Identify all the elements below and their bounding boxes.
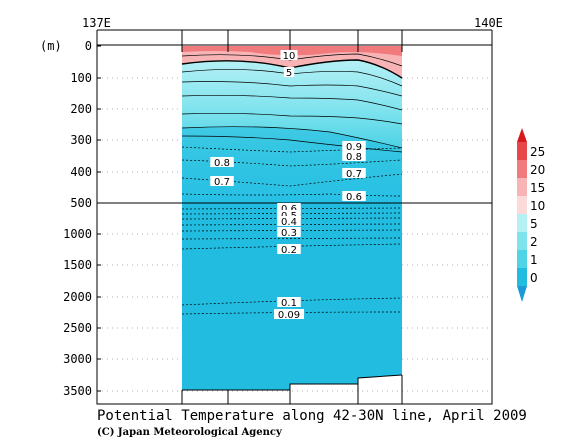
contour-0.4 <box>181 217 403 220</box>
colorbar-segment <box>517 178 527 196</box>
contour-upper-2 <box>181 81 403 97</box>
colorbar-segment <box>517 250 527 268</box>
station-ticks <box>181 30 403 404</box>
contour-label-bg <box>210 176 234 186</box>
contour-label-0.7: 0.7 <box>346 169 362 180</box>
y-tick-label-200: 200 <box>70 102 92 116</box>
colorbar-label-0: 0 <box>530 271 538 285</box>
contour-0.6 <box>181 193 403 197</box>
contour-label-bg <box>342 151 366 161</box>
contour-label-0.9: 0.9 <box>346 142 362 153</box>
colorbar-label-15: 15 <box>530 181 545 195</box>
contour-upper-5 <box>181 126 403 149</box>
colorbar-segment <box>517 142 527 160</box>
contour-label-0.8: 0.8 <box>214 158 230 169</box>
contour-upper-4 <box>181 112 403 125</box>
contour-0.25 <box>181 237 403 240</box>
contour-0.9 <box>181 146 403 153</box>
y-tick-label-2000: 2000 <box>63 290 92 304</box>
contour-label-bg <box>280 50 298 60</box>
y-tick-label-1000: 1000 <box>63 227 92 241</box>
contour-0.45 <box>181 212 403 215</box>
contour-0.35 <box>181 223 403 226</box>
contour-label-0.6: 0.6 <box>346 192 362 203</box>
contour-10 <box>181 53 403 67</box>
contour-label-0.4: 0.4 <box>281 217 297 228</box>
colorbar-segment <box>517 214 527 232</box>
contour-label-0.6: 0.6 <box>281 204 297 215</box>
contour-label-0.3: 0.3 <box>281 228 297 239</box>
contour-0.5 <box>181 207 403 210</box>
seafloor-line <box>182 374 403 391</box>
contour-upper-3 <box>181 94 403 111</box>
colorbar-segment <box>517 160 527 178</box>
contour-upper-1 <box>181 69 403 87</box>
credit-text: (C) Japan Meteorological Agency <box>97 427 283 438</box>
contour-label-5: 5 <box>286 68 292 79</box>
grid <box>97 77 492 392</box>
colorbar-segment <box>517 196 527 214</box>
contour-label-bg <box>277 216 301 226</box>
plot-frame <box>96 44 493 405</box>
colorbar-arrow-bottom <box>517 286 527 302</box>
contour-label-bg <box>277 244 301 254</box>
y-tick-label-3000: 3000 <box>63 352 92 366</box>
contour-label-bg <box>277 297 301 307</box>
contour-label-bg <box>274 309 304 319</box>
contour-lines <box>181 53 403 391</box>
y-tick-label-3500: 3500 <box>63 384 92 398</box>
colorbar-label-1: 1 <box>530 253 538 267</box>
colorbar-label-25: 25 <box>530 145 545 159</box>
contour-0.3 <box>181 229 403 232</box>
colorbar-arrow-top <box>517 128 527 142</box>
y-tick-label-300: 300 <box>70 133 92 147</box>
contour-label-0.1: 0.1 <box>281 298 297 309</box>
y-tick-label-1500: 1500 <box>63 258 92 272</box>
deep-water-area <box>182 203 402 390</box>
colorbar-label-5: 5 <box>530 217 538 231</box>
colorbar-segment <box>517 268 527 286</box>
colorbar-label-2: 2 <box>530 235 538 249</box>
contour-label-0.7: 0.7 <box>214 177 230 188</box>
colorbar-label-10: 10 <box>530 199 545 213</box>
contour-label-bg <box>283 67 295 77</box>
contour-label-bg <box>277 227 301 237</box>
y-tick-label-500: 500 <box>70 196 92 210</box>
contour-label-bg <box>342 168 366 178</box>
y-tick-label-100: 100 <box>70 71 92 85</box>
contour-label-0.09: 0.09 <box>278 310 300 321</box>
contour-label-bg <box>342 141 366 151</box>
contour-label-0.8: 0.8 <box>346 152 362 163</box>
x-tick-137E: 137E <box>82 16 111 30</box>
contour-5 <box>181 59 403 79</box>
contour-label-bg <box>342 191 366 201</box>
contour-labels: 1050.90.80.80.70.70.60.60.50.40.30.20.10… <box>210 50 366 321</box>
contour-label-bg <box>210 157 234 167</box>
chart-title: Potential Temperature along 42-30N line,… <box>97 408 527 424</box>
contour-label-0.2: 0.2 <box>281 245 297 256</box>
contour-label-10: 10 <box>283 51 296 62</box>
y-tick-label-0: 0 <box>85 39 92 53</box>
y-tick-label-400: 400 <box>70 165 92 179</box>
x-tick-140E: 140E <box>474 16 503 30</box>
contour-label-bg <box>277 210 301 220</box>
y-ticks: 0 100 200 300 400 500 1000 1500 2000 2500 3000 3500 <box>63 39 101 398</box>
contour-label-bg <box>277 203 301 213</box>
y-axis-label: (m) <box>40 39 62 53</box>
colorbar-label-20: 20 <box>530 163 545 177</box>
colorbar-segment <box>517 232 527 250</box>
y-tick-label-2500: 2500 <box>63 321 92 335</box>
